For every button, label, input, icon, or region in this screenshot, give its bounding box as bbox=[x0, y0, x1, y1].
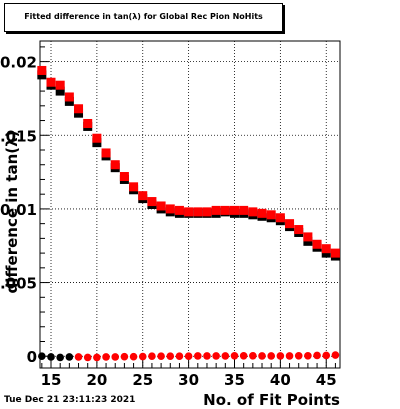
square-marker bbox=[129, 182, 139, 192]
timestamp: Tue Dec 21 23:11:23 2021 bbox=[4, 395, 136, 405]
circle-marker bbox=[83, 353, 92, 362]
square-marker bbox=[119, 172, 129, 182]
circle-marker bbox=[322, 351, 331, 360]
circle-marker bbox=[129, 352, 138, 361]
circle-marker bbox=[111, 353, 120, 361]
square-marker bbox=[165, 204, 175, 214]
square-marker bbox=[37, 65, 47, 75]
y-tick-label: 0.005 bbox=[0, 275, 37, 293]
square-marker bbox=[101, 148, 111, 158]
circle-marker bbox=[65, 353, 74, 361]
square-marker bbox=[92, 133, 102, 143]
square-marker bbox=[55, 80, 65, 90]
y-tick-label: 0.01 bbox=[0, 201, 37, 219]
square-marker bbox=[257, 208, 267, 218]
x-axis-label: No. of Fit Points bbox=[203, 391, 340, 409]
square-marker bbox=[147, 197, 157, 207]
chart-title: Fitted difference in tan(λ) for Global R… bbox=[24, 12, 263, 21]
x-tick-label: 25 bbox=[132, 371, 153, 389]
x-tick-label: 40 bbox=[270, 371, 291, 389]
circle-marker bbox=[212, 352, 220, 360]
circle-marker bbox=[175, 352, 184, 361]
square-marker bbox=[46, 77, 56, 87]
plot-frame bbox=[39, 40, 341, 369]
data-markers bbox=[37, 65, 340, 362]
circle-marker bbox=[276, 352, 285, 360]
circle-marker bbox=[166, 352, 175, 361]
circle-marker bbox=[239, 351, 248, 360]
square-marker bbox=[285, 219, 295, 229]
circle-marker bbox=[120, 352, 129, 361]
square-marker bbox=[229, 205, 239, 215]
square-marker bbox=[83, 118, 93, 128]
x-tick-label: 45 bbox=[316, 371, 337, 389]
circle-marker bbox=[203, 352, 211, 360]
circle-marker bbox=[249, 351, 257, 360]
square-marker bbox=[275, 213, 285, 223]
circle-marker bbox=[193, 352, 202, 360]
square-marker bbox=[312, 239, 322, 249]
square-marker bbox=[138, 191, 148, 201]
circle-marker bbox=[285, 352, 294, 360]
circle-marker bbox=[267, 352, 275, 360]
square-marker bbox=[156, 201, 166, 211]
circle-marker bbox=[138, 352, 147, 361]
square-marker bbox=[55, 86, 65, 96]
circle-marker bbox=[258, 352, 266, 360]
square-marker bbox=[220, 205, 230, 215]
square-marker bbox=[266, 210, 276, 220]
y-axis-label: difference in tan(λ) bbox=[3, 131, 21, 294]
square-marker bbox=[184, 207, 194, 217]
x-tick-label: 20 bbox=[86, 371, 107, 389]
square-marker bbox=[110, 160, 120, 170]
circle-marker bbox=[331, 351, 340, 359]
square-marker bbox=[321, 244, 331, 254]
square-marker bbox=[330, 248, 340, 258]
axes: 15 20 25 30 35 40 45 0 0.005 0.01 0.015 0.02 bbox=[0, 46, 337, 389]
circle-marker bbox=[102, 353, 110, 361]
grid-lines bbox=[40, 41, 340, 368]
circle-marker bbox=[157, 352, 165, 361]
circle-marker bbox=[230, 351, 239, 360]
circle-marker bbox=[294, 351, 303, 360]
x-tick-label: 30 bbox=[178, 371, 199, 389]
circle-marker bbox=[47, 353, 55, 361]
circle-marker bbox=[221, 352, 230, 360]
circle-marker bbox=[184, 352, 193, 361]
x-tick-label: 35 bbox=[224, 371, 245, 389]
square-marker bbox=[64, 92, 74, 102]
y-tick-label: 0.015 bbox=[0, 127, 37, 145]
circle-marker bbox=[38, 352, 46, 361]
circle-marker bbox=[74, 353, 83, 361]
square-marker bbox=[239, 205, 249, 215]
square-marker bbox=[303, 232, 313, 242]
square-marker bbox=[74, 104, 84, 114]
x-tick-label: 15 bbox=[41, 371, 62, 389]
square-marker bbox=[248, 207, 258, 217]
circle-marker bbox=[56, 353, 64, 362]
square-marker bbox=[211, 205, 221, 215]
square-marker bbox=[202, 207, 212, 217]
y-tick-label: 0 bbox=[27, 348, 37, 366]
chart-title-box: Fitted difference in tan(λ) for Global R… bbox=[4, 3, 283, 32]
square-marker bbox=[193, 207, 203, 217]
square-marker bbox=[174, 205, 184, 215]
circle-marker bbox=[93, 353, 101, 362]
circle-marker bbox=[313, 351, 321, 360]
circle-marker bbox=[304, 351, 312, 360]
y-tick-label: 0.02 bbox=[0, 54, 37, 72]
square-marker bbox=[294, 225, 304, 235]
circle-marker bbox=[148, 352, 156, 361]
